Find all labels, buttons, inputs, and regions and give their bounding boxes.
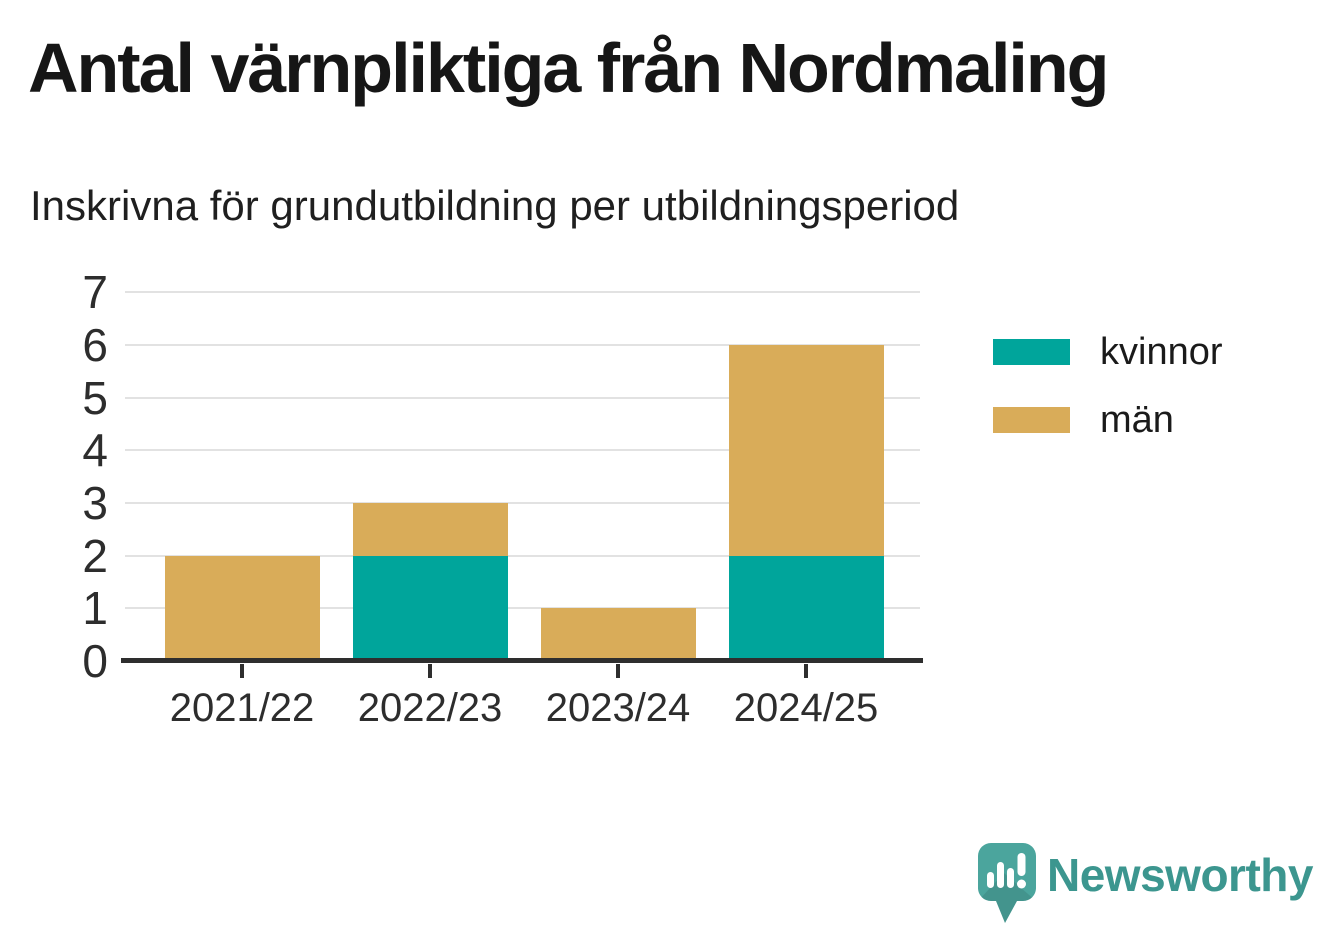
x-axis-tick [804,664,808,678]
legend: kvinnor män [993,333,1223,469]
bar-segment-män [352,502,508,556]
y-axis-tick-label: 2 [82,529,108,582]
x-axis-tick-label: 2022/23 [357,686,503,730]
y-axis-tick-label: 0 [82,635,108,687]
y-axis-tick-label: 6 [82,318,108,371]
gridline [125,291,920,294]
gridline [125,343,920,346]
brand-name: Newsworthy [1047,849,1313,901]
x-axis-tick-label: 2024/25 [733,686,879,730]
bar-segment-män [164,555,320,661]
x-axis-tick [428,664,432,678]
x-axis-tick [616,664,620,678]
x-axis-tick-label: 2021/22 [169,686,315,730]
gridline [125,607,920,610]
y-axis-tick-label: 3 [82,476,108,529]
chart-subtitle: Inskrivna för grundutbildning per utbild… [30,182,960,229]
y-axis-tick-label: 1 [82,582,108,635]
gridline [125,396,920,399]
x-axis-tick [240,664,244,678]
bar-segment-kvinnor [352,555,508,661]
legend-item-kvinnor: kvinnor [993,333,1223,371]
mini-bar-chart-glyph [987,853,1026,889]
gridline [125,501,920,504]
bar-segment-män [728,344,884,556]
chart-title: Antal värnpliktiga från Nordmaling [28,29,1109,107]
x-axis-tick-label: 2023/24 [545,686,691,730]
newsworthy-logo-icon [978,843,1036,923]
brand-footer: Newsworthy [978,843,1313,927]
bar-segment-män [540,608,696,661]
legend-item-män: män [993,401,1223,439]
legend-swatch-män [993,407,1070,433]
y-axis-tick-label: 5 [82,371,108,424]
x-axis-line [121,658,923,663]
legend-swatch-kvinnor [993,339,1070,365]
bar-segment-kvinnor [728,555,884,661]
y-axis-tick-label: 4 [82,424,108,477]
gridline [125,449,920,452]
legend-label: kvinnor [1100,331,1223,373]
gridline [125,554,920,557]
y-axis-tick-label: 7 [82,266,108,319]
legend-label: män [1100,399,1174,441]
